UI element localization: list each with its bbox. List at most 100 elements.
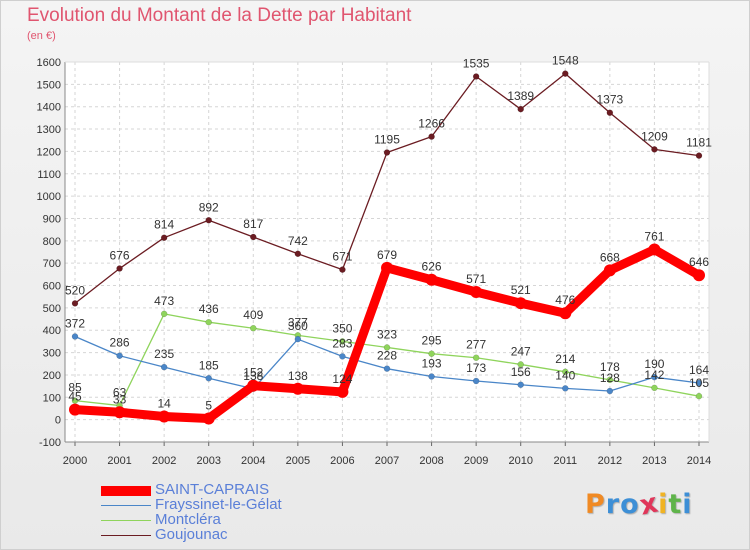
y-tick-label: 1200	[37, 146, 61, 158]
legend-label: SAINT-CAPRAIS	[155, 481, 270, 498]
x-tick-label: 2001	[107, 455, 131, 467]
logo-letter: i	[682, 489, 693, 520]
logo-letter: t	[668, 489, 683, 520]
x-tick-label: 2014	[687, 455, 711, 467]
logo-letter: i	[658, 489, 669, 520]
x-tick-label: 2012	[598, 455, 622, 467]
legend-label: Montcléra	[155, 511, 221, 528]
logo-letter: r	[605, 489, 621, 520]
data-label: 286	[110, 336, 130, 350]
data-label: 1548	[552, 54, 579, 68]
data-label: 761	[644, 230, 664, 244]
legend-swatch	[101, 519, 151, 522]
y-tick-label: 600	[43, 281, 61, 293]
series-point-0	[291, 382, 304, 395]
series-point-0	[158, 410, 171, 423]
y-tick-label: 100	[43, 392, 61, 404]
legend-label: Frayssinet-le-Gélat	[155, 496, 282, 513]
series-point-3	[651, 146, 658, 153]
data-label: 372	[65, 316, 85, 330]
data-label: 1373	[597, 93, 624, 107]
data-label: 33	[113, 392, 127, 406]
x-tick-label: 2009	[464, 455, 488, 467]
series-point-2	[428, 350, 435, 357]
data-label: 476	[555, 293, 575, 307]
series-point-3	[472, 73, 480, 80]
series-point-0	[648, 243, 661, 256]
data-label: 742	[288, 234, 308, 248]
data-label: 228	[377, 349, 397, 363]
data-label: 668	[600, 250, 620, 264]
data-label: 63	[113, 386, 127, 400]
data-label: 214	[555, 352, 575, 366]
x-tick-label: 2008	[419, 455, 443, 467]
x-tick-label: 2002	[152, 455, 176, 467]
legend-label: Goujounac	[155, 526, 228, 543]
data-label: 814	[154, 218, 174, 232]
logo-letter: o	[620, 489, 640, 520]
series-point-3	[205, 217, 212, 224]
data-label: 520	[65, 283, 85, 297]
series-point-0	[247, 379, 260, 392]
data-label: 164	[689, 363, 709, 377]
y-tick-label: 1300	[37, 124, 61, 136]
series-point-3	[339, 266, 346, 273]
x-tick-label: 2013	[642, 455, 666, 467]
series-point-3	[428, 133, 435, 140]
series-point-1	[517, 381, 524, 389]
y-tick-label: 1500	[37, 79, 61, 91]
y-tick-label: 1400	[37, 102, 61, 114]
series-point-2	[695, 392, 703, 400]
data-label: 124	[332, 372, 352, 386]
series-point-3	[606, 109, 614, 116]
series-point-0	[381, 261, 393, 274]
series-point-0	[603, 264, 616, 277]
data-label: 892	[199, 200, 219, 214]
legend-swatch	[101, 504, 151, 507]
series-point-2	[250, 324, 257, 332]
series-point-1	[339, 353, 346, 360]
x-tick-label: 2011	[553, 455, 577, 467]
series-point-0	[202, 412, 215, 425]
data-label: 105	[689, 376, 709, 390]
data-label: 1266	[418, 117, 445, 131]
x-tick-label: 2010	[508, 455, 532, 467]
axis-layer: -100 0 100 200 300 400 500 600 700 800 900 1000 1100…	[37, 57, 712, 467]
legend-swatch	[101, 534, 151, 537]
legend: SAINT-CAPRAIS Frayssinet-le-Gélat Montclér…	[101, 481, 401, 543]
y-tick-label: 1600	[37, 57, 61, 69]
data-label: 235	[154, 347, 174, 361]
y-tick-label: 1100	[37, 169, 61, 181]
series-point-0	[514, 297, 527, 310]
legend-item: Montcléra	[101, 511, 401, 528]
series-point-3	[695, 152, 703, 159]
series-point-0	[693, 269, 705, 282]
logo-letter: P	[585, 489, 606, 520]
y-tick-label: 700	[43, 258, 61, 270]
data-label: 676	[110, 249, 130, 263]
data-label: 1195	[374, 133, 400, 147]
data-label: 1389	[507, 89, 534, 103]
x-tick-label: 2004	[241, 455, 265, 467]
series-point-1	[651, 373, 658, 381]
y-tick-label: -100	[39, 437, 61, 449]
series-point-0	[425, 273, 438, 286]
data-label: 193	[422, 357, 442, 371]
series-point-1	[205, 375, 212, 382]
chart-title: Evolution du Montant de la Dette par Hab…	[27, 5, 412, 26]
series-point-3	[71, 300, 79, 307]
chart-unit: (en €)	[27, 30, 56, 42]
series-point-1	[294, 335, 302, 343]
legend-swatch	[101, 485, 151, 496]
series-point-2	[205, 318, 212, 326]
series-point-1	[606, 387, 614, 395]
data-label: 350	[332, 321, 352, 335]
data-label: 14	[157, 397, 171, 411]
data-label: 152	[243, 366, 263, 380]
series-point-0	[336, 385, 349, 398]
series-point-2	[562, 368, 569, 376]
y-tick-label: 900	[43, 213, 61, 225]
data-label: 1535	[463, 57, 490, 71]
